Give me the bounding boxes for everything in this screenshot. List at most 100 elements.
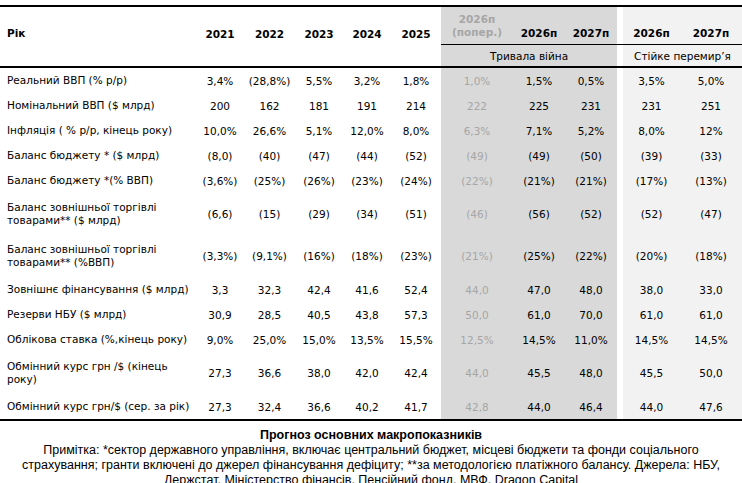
value-cell: (44) (343, 143, 391, 168)
table-row: Номінальний ВВП ($ млрд)2001621811912142… (0, 93, 742, 118)
value-cell: 14,5% (623, 327, 680, 352)
value-cell: (17%) (623, 168, 680, 193)
value-cell: 5,1% (295, 118, 343, 143)
value-cell: 15,0% (295, 327, 343, 352)
value-cell: 0,5% (565, 68, 617, 93)
value-cell: 25,0% (244, 327, 295, 352)
value-cell: (20%) (623, 235, 680, 277)
value-cell: 61,0 (623, 302, 680, 327)
value-cell: 36,6 (244, 352, 295, 394)
table-row: Баланс зовнішньої торгівлі товарами** (%… (0, 235, 742, 277)
value-cell: (28,8%) (244, 68, 295, 93)
value-cell: 222 (441, 93, 513, 118)
value-cell: 8,0% (391, 118, 441, 143)
row-label: Резерви НБУ ($ млрд) (0, 302, 196, 327)
value-cell: 42,8 (441, 394, 513, 419)
table-row: Баланс бюджету * ($ млрд)(8,0)(40)(47)(4… (0, 143, 742, 168)
value-cell: 45,5 (623, 352, 680, 394)
value-cell: (24%) (391, 168, 441, 193)
value-cell: (34) (343, 193, 391, 235)
value-cell: (52) (623, 193, 680, 235)
value-cell: 45,5 (513, 352, 565, 394)
value-cell: 14,5% (680, 327, 742, 352)
year-header-2023: 2023 (295, 7, 343, 45)
war-forecast-header-2026: 2026п (513, 7, 565, 45)
value-cell: (6,6) (196, 193, 244, 235)
value-cell: 48,0 (565, 352, 617, 394)
value-cell: 5,2% (565, 118, 617, 143)
value-cell: 61,0 (513, 302, 565, 327)
value-cell: (46) (441, 193, 513, 235)
value-cell: 225 (513, 93, 565, 118)
table-row: Обмінний курс грн /$ (кінець року)27,336… (0, 352, 742, 394)
value-cell: (3,3%) (196, 235, 244, 277)
previous-forecast-header: 2026п (попер.) (441, 7, 513, 45)
table-row: Облікова ставка (%,кінець року)9,0%25,0%… (0, 327, 742, 352)
value-cell: 231 (623, 93, 680, 118)
value-cell: (8,0) (196, 143, 244, 168)
value-cell: 3,5% (623, 68, 680, 93)
value-cell: (33) (680, 143, 742, 168)
value-cell: (52) (565, 193, 617, 235)
value-cell: (23%) (391, 235, 441, 277)
value-cell: 8,0% (623, 118, 680, 143)
value-cell: (29) (295, 193, 343, 235)
year-header-2025: 2025 (391, 7, 441, 45)
row-label: Баланс бюджету *(% ВВП) (0, 168, 196, 193)
value-cell: 46,4 (565, 394, 617, 419)
table-bottom-border (0, 419, 742, 421)
table-caption: Прогноз основних макропоказників (0, 428, 742, 442)
scenario-row-empty-cell (0, 45, 441, 66)
value-cell: 70,0 (565, 302, 617, 327)
value-cell: 44,0 (441, 277, 513, 302)
year-header-2021: 2021 (196, 7, 244, 45)
value-cell: 15,5% (391, 327, 441, 352)
value-cell: 12% (680, 118, 742, 143)
value-cell: 42,4 (391, 352, 441, 394)
value-cell: 40,5 (295, 302, 343, 327)
value-cell: 11,0% (565, 327, 617, 352)
value-cell: (9,1%) (244, 235, 295, 277)
value-cell: 38,0 (623, 277, 680, 302)
value-cell: (51) (391, 193, 441, 235)
value-cell: 181 (295, 93, 343, 118)
row-label: Баланс зовнішньої торгівлі товарами** ($… (0, 193, 196, 235)
table-row: Резерви НБУ ($ млрд)30,928,540,543,857,3… (0, 302, 742, 327)
value-cell: 12,5% (441, 327, 513, 352)
value-cell: (47) (295, 143, 343, 168)
value-cell: 12,0% (343, 118, 391, 143)
value-cell: 47,0 (513, 277, 565, 302)
value-cell: 1,0% (441, 68, 513, 93)
value-cell: 32,4 (244, 394, 295, 419)
value-cell: 3,4% (196, 68, 244, 93)
row-label: Інфляція ( % р/р, кінець року) (0, 118, 196, 143)
value-cell: (26%) (295, 168, 343, 193)
value-cell: 43,8 (343, 302, 391, 327)
scenario-truce-label: Стійке перемир’я (623, 45, 742, 66)
truce-forecast-header-2027: 2027п (680, 7, 742, 45)
value-cell: (25%) (513, 235, 565, 277)
row-label: Зовнішнє фінансування ($ млрд) (0, 277, 196, 302)
value-cell: 1,5% (513, 68, 565, 93)
value-cell: (3,6%) (196, 168, 244, 193)
value-cell: (16%) (295, 235, 343, 277)
row-label: Баланс бюджету * ($ млрд) (0, 143, 196, 168)
value-cell: 61,0 (680, 302, 742, 327)
value-cell: 28,5 (244, 302, 295, 327)
row-label: Номінальний ВВП ($ млрд) (0, 93, 196, 118)
value-cell: (21%) (441, 235, 513, 277)
value-cell: 41,6 (343, 277, 391, 302)
value-cell: (22%) (441, 168, 513, 193)
table-row: Обмінний курс грн/$ (сер. за рік)27,332,… (0, 394, 742, 419)
value-cell: 1,8% (391, 68, 441, 93)
value-cell: 42,0 (343, 352, 391, 394)
corner-label: Рік (7, 27, 25, 40)
value-cell: 36,6 (295, 394, 343, 419)
value-cell: 27,3 (196, 352, 244, 394)
header-scenario-row: Тривала війна Стійке перемир’я (0, 45, 742, 66)
value-cell: (52) (391, 143, 441, 168)
value-cell: 44,0 (441, 352, 513, 394)
value-cell: (47) (680, 193, 742, 235)
value-cell: 57,3 (391, 302, 441, 327)
value-cell: 10,0% (196, 118, 244, 143)
